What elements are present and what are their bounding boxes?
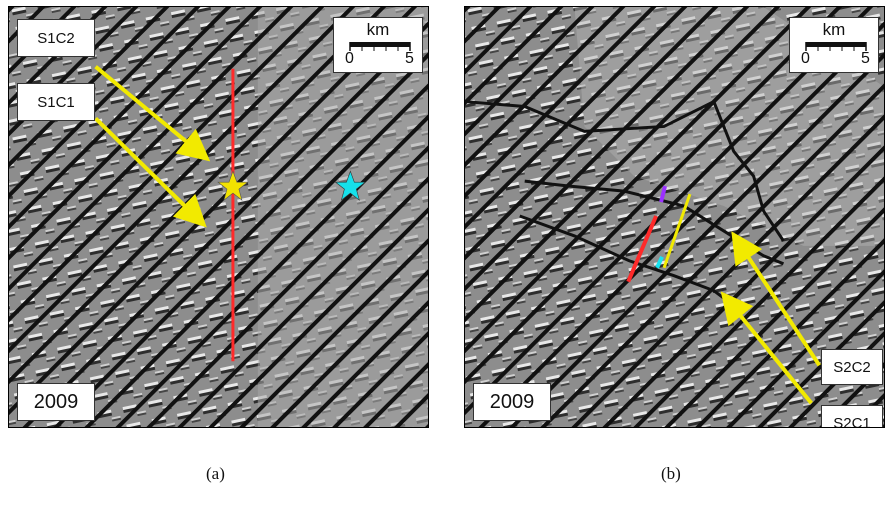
scale-bar: km 0 5 (789, 17, 879, 73)
scale-ruler (805, 42, 867, 51)
arrow-s1c2 (94, 65, 211, 162)
caption-b: (b) (661, 464, 681, 483)
year-label-text: 2009 (489, 390, 535, 413)
label-s2c2-text: S2C2 (833, 358, 871, 376)
arrow-s2c1 (720, 291, 813, 405)
label-s2c2: S2C2 (821, 349, 883, 385)
crack-line-middle (524, 179, 785, 266)
cyan-segment (655, 255, 664, 269)
terrain-image-a (9, 7, 428, 427)
cyan-star-icon (334, 170, 367, 201)
satellite-image-panel-b: km 0 5 S2C2 S2C1 2009 (464, 6, 885, 428)
arrow-s1c1 (94, 117, 207, 228)
crack-line-lower (519, 214, 735, 307)
scale-max: 5 (861, 50, 870, 67)
caption-a: (a) (206, 464, 225, 483)
label-s1c1-text: S1C1 (37, 93, 75, 111)
scale-ruler (349, 42, 411, 51)
crack-line-upper (465, 99, 785, 242)
year-label: 2009 (17, 383, 95, 421)
scale-max: 5 (405, 50, 414, 67)
scale-min: 0 (345, 50, 354, 67)
purple-segment (659, 185, 667, 203)
yellow-star-icon (217, 170, 249, 201)
label-s1c1: S1C1 (17, 83, 95, 121)
label-s1c2: S1C2 (17, 19, 95, 57)
year-label-text: 2009 (33, 390, 79, 413)
yellow-segment (662, 193, 692, 269)
scale-unit: km (366, 20, 390, 39)
arrow-s2c2 (731, 231, 821, 367)
scale-min: 0 (801, 50, 810, 67)
satellite-image-panel-a: S1C2 S1C1 km 0 5 2009 (8, 6, 429, 428)
label-s2c1: S2C1 (821, 405, 883, 428)
label-s2c1-text: S2C1 (833, 414, 871, 428)
red-segment (626, 215, 658, 283)
year-label: 2009 (473, 383, 551, 421)
label-s1c2-text: S1C2 (37, 29, 75, 47)
scale-bar: km 0 5 (333, 17, 423, 73)
scale-unit: km (822, 20, 846, 39)
